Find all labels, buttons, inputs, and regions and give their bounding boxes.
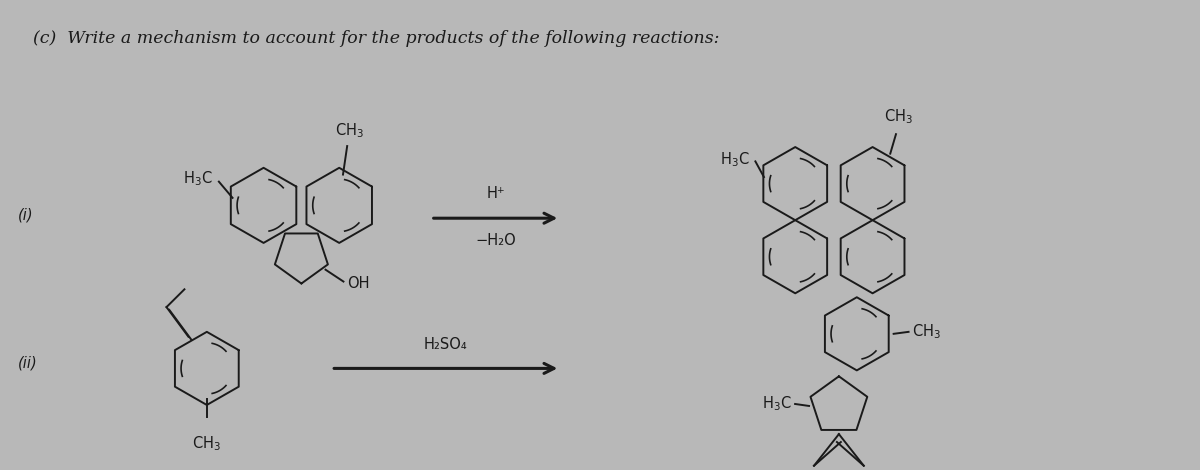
- Text: (c)  Write a mechanism to account for the products of the following reactions:: (c) Write a mechanism to account for the…: [32, 31, 719, 47]
- Text: (i): (i): [18, 208, 34, 223]
- Text: (ii): (ii): [18, 356, 37, 371]
- Text: OH: OH: [348, 276, 370, 291]
- Text: CH$_3$: CH$_3$: [192, 435, 221, 453]
- Text: CH$_3$: CH$_3$: [884, 108, 913, 126]
- Text: CH$_3$: CH$_3$: [912, 322, 941, 341]
- Text: −H₂O: −H₂O: [475, 233, 516, 248]
- Text: H⁺: H⁺: [486, 187, 505, 202]
- Text: H₂SO₄: H₂SO₄: [424, 337, 468, 352]
- Text: H$_3$C: H$_3$C: [720, 150, 750, 169]
- Text: CH$_3$: CH$_3$: [335, 121, 364, 140]
- Text: H$_3$C: H$_3$C: [184, 169, 212, 188]
- Text: H$_3$C: H$_3$C: [762, 395, 792, 413]
